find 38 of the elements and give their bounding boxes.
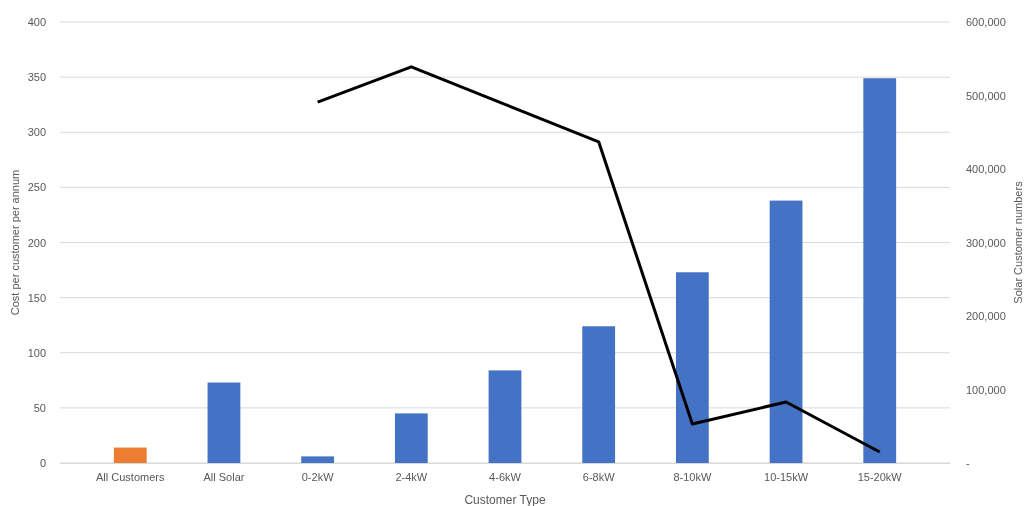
bar	[207, 382, 241, 463]
bar	[488, 370, 522, 463]
x-tick-label: 10-15kW	[764, 470, 809, 483]
y2-tick-label: -	[966, 457, 970, 470]
x-tick-label: All Customers	[96, 470, 165, 483]
y2-tick-label: 500,000	[966, 89, 1006, 102]
y2-axis-title: Solar Customer numbers	[1012, 180, 1024, 304]
y-tick-label: 0	[39, 457, 46, 470]
x-tick-label: 8-10kW	[673, 470, 712, 483]
x-tick-label: 6-8kW	[582, 470, 616, 483]
y2-tick-label: 200,000	[966, 310, 1006, 323]
x-tick-label: 2-4kW	[395, 470, 428, 483]
y2-tick-label: 100,000	[966, 383, 1006, 396]
bar	[582, 326, 616, 463]
bar	[675, 272, 709, 463]
y-tick-label: 300	[27, 126, 46, 139]
y-tick-label: 200	[27, 236, 46, 249]
x-tick-label: 0-2kW	[301, 470, 335, 483]
x-axis-title: Customer Type	[464, 493, 546, 506]
y-tick-label: 400	[27, 16, 46, 29]
bar	[769, 200, 803, 463]
line-series	[316, 65, 882, 454]
bar	[863, 78, 897, 463]
y2-tick-label: 300,000	[966, 236, 1006, 249]
bar	[301, 456, 335, 463]
x-tick-label: 4-6kW	[489, 470, 522, 483]
bar	[394, 413, 428, 463]
y-tick-label: 350	[27, 71, 46, 84]
x-tick-label: 15-20kW	[857, 470, 903, 483]
y-axis-title: Cost per customer per annum	[9, 169, 21, 316]
bar	[113, 447, 147, 463]
y-tick-label: 150	[27, 291, 46, 304]
y-tick-label: 100	[27, 346, 46, 359]
y2-tick-label: 600,000	[966, 16, 1006, 29]
x-tick-label: All Solar	[203, 470, 245, 483]
y-tick-label: 50	[33, 401, 46, 414]
y2-tick-label: 400,000	[966, 163, 1006, 176]
y-tick-label: 250	[27, 181, 46, 194]
